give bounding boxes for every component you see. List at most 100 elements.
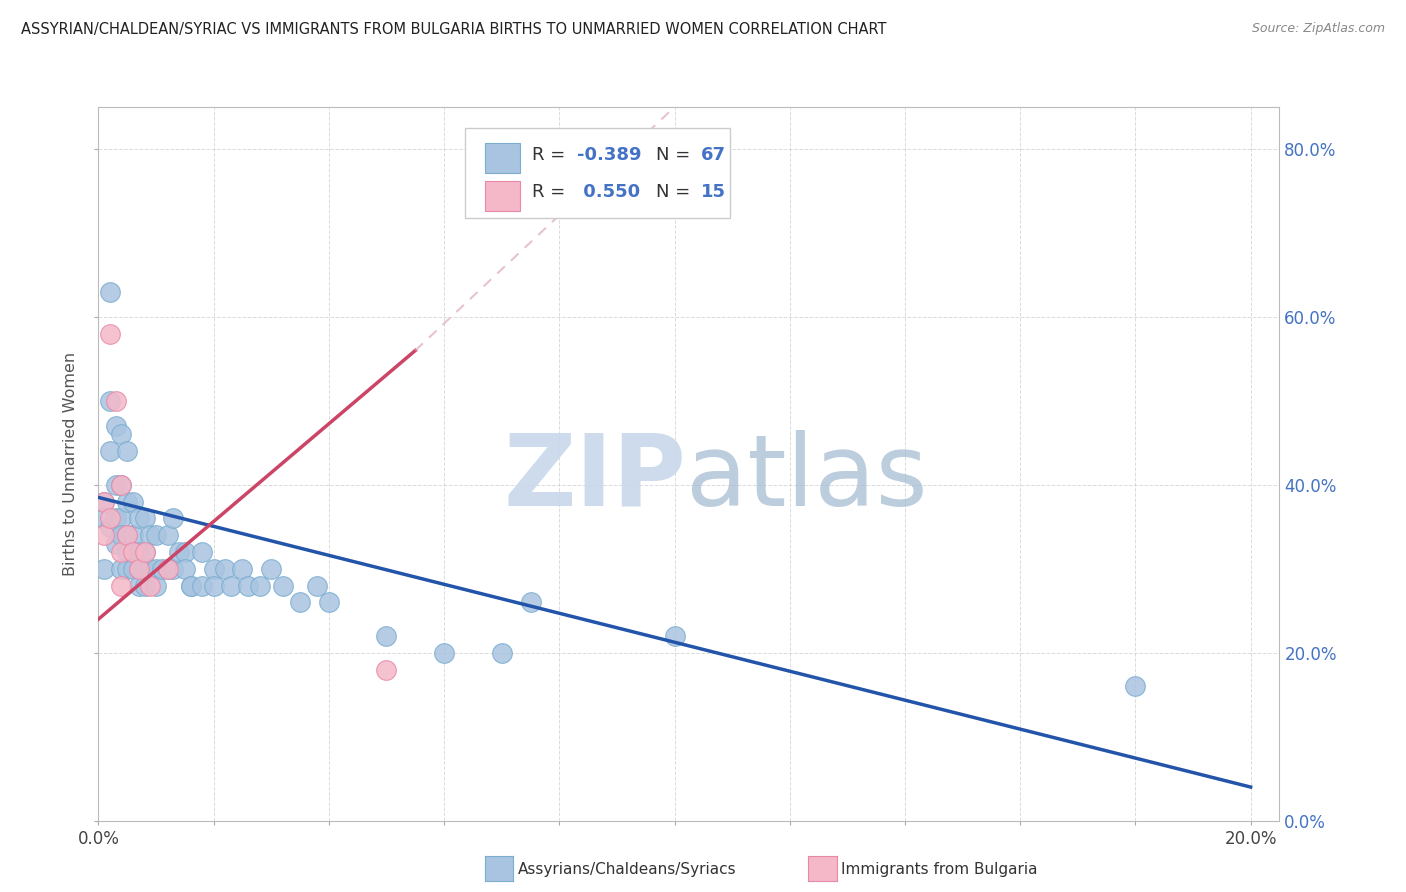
Point: [134, 511, 156, 525]
Point: [219, 578, 242, 592]
Point: [93, 528, 115, 542]
Point: [134, 545, 156, 559]
Point: [110, 578, 132, 592]
Text: N =: N =: [655, 145, 696, 163]
Point: [115, 528, 138, 542]
Text: atlas: atlas: [686, 430, 928, 526]
Point: [162, 562, 184, 576]
Point: [104, 419, 127, 434]
Point: [128, 545, 150, 559]
Point: [115, 444, 138, 458]
Point: [122, 528, 145, 542]
Point: [145, 562, 167, 576]
Point: [98, 326, 121, 341]
Point: [238, 578, 260, 592]
Point: [134, 545, 156, 559]
Text: 67: 67: [700, 145, 725, 163]
Point: [145, 528, 167, 542]
Point: [122, 562, 145, 576]
Point: [98, 393, 121, 408]
Point: [150, 562, 173, 576]
Point: [93, 562, 115, 576]
Point: [180, 578, 202, 592]
Point: [122, 494, 145, 508]
Point: [145, 578, 167, 592]
Point: [115, 494, 138, 508]
Point: [375, 663, 398, 677]
Point: [134, 578, 156, 592]
Point: [156, 562, 179, 576]
Point: [98, 285, 121, 299]
Point: [271, 578, 294, 592]
Point: [191, 545, 214, 559]
Point: [214, 562, 236, 576]
Point: [98, 444, 121, 458]
Point: [104, 393, 127, 408]
Point: [128, 511, 150, 525]
Text: ASSYRIAN/CHALDEAN/SYRIAC VS IMMIGRANTS FROM BULGARIA BIRTHS TO UNMARRIED WOMEN C: ASSYRIAN/CHALDEAN/SYRIAC VS IMMIGRANTS F…: [21, 22, 887, 37]
Point: [115, 545, 138, 559]
Point: [110, 528, 132, 542]
Point: [173, 545, 195, 559]
Bar: [485, 180, 520, 211]
Point: [375, 629, 398, 643]
Point: [93, 494, 115, 508]
Point: [162, 511, 184, 525]
Point: [122, 545, 145, 559]
Text: Immigrants from Bulgaria: Immigrants from Bulgaria: [841, 863, 1038, 877]
Text: Assyrians/Chaldeans/Syriacs: Assyrians/Chaldeans/Syriacs: [517, 863, 735, 877]
Point: [98, 511, 121, 525]
Point: [519, 595, 541, 609]
Point: [249, 578, 271, 592]
Point: [307, 578, 329, 592]
Point: [202, 578, 225, 592]
Point: [104, 511, 127, 525]
Bar: [485, 143, 520, 173]
Point: [128, 578, 150, 592]
Point: [128, 562, 150, 576]
Point: [664, 629, 686, 643]
Point: [122, 545, 145, 559]
Point: [156, 562, 179, 576]
FancyBboxPatch shape: [464, 128, 730, 218]
Point: [173, 562, 195, 576]
Point: [288, 595, 311, 609]
Point: [202, 562, 225, 576]
Point: [110, 478, 132, 492]
Point: [98, 520, 121, 534]
Text: 0.550: 0.550: [576, 184, 640, 202]
Text: ZIP: ZIP: [503, 430, 686, 526]
Text: R =: R =: [531, 145, 571, 163]
Point: [318, 595, 340, 609]
Point: [128, 562, 150, 576]
Point: [110, 545, 132, 559]
Point: [110, 478, 132, 492]
Point: [231, 562, 253, 576]
Point: [93, 494, 115, 508]
Point: [139, 528, 162, 542]
Point: [110, 511, 132, 525]
Point: [260, 562, 283, 576]
Point: [180, 578, 202, 592]
Point: [167, 545, 190, 559]
Point: [115, 528, 138, 542]
Point: [110, 562, 132, 576]
Point: [139, 562, 162, 576]
Text: R =: R =: [531, 184, 571, 202]
Text: -0.389: -0.389: [576, 145, 641, 163]
Point: [433, 646, 456, 660]
Y-axis label: Births to Unmarried Women: Births to Unmarried Women: [63, 351, 79, 576]
Point: [110, 427, 132, 442]
Point: [491, 646, 513, 660]
Point: [1125, 679, 1147, 693]
Point: [115, 562, 138, 576]
Text: Source: ZipAtlas.com: Source: ZipAtlas.com: [1251, 22, 1385, 36]
Point: [156, 528, 179, 542]
Text: 15: 15: [700, 184, 725, 202]
Text: N =: N =: [655, 184, 696, 202]
Point: [104, 478, 127, 492]
Point: [191, 578, 214, 592]
Point: [139, 578, 162, 592]
Point: [104, 536, 127, 550]
Point: [93, 511, 115, 525]
